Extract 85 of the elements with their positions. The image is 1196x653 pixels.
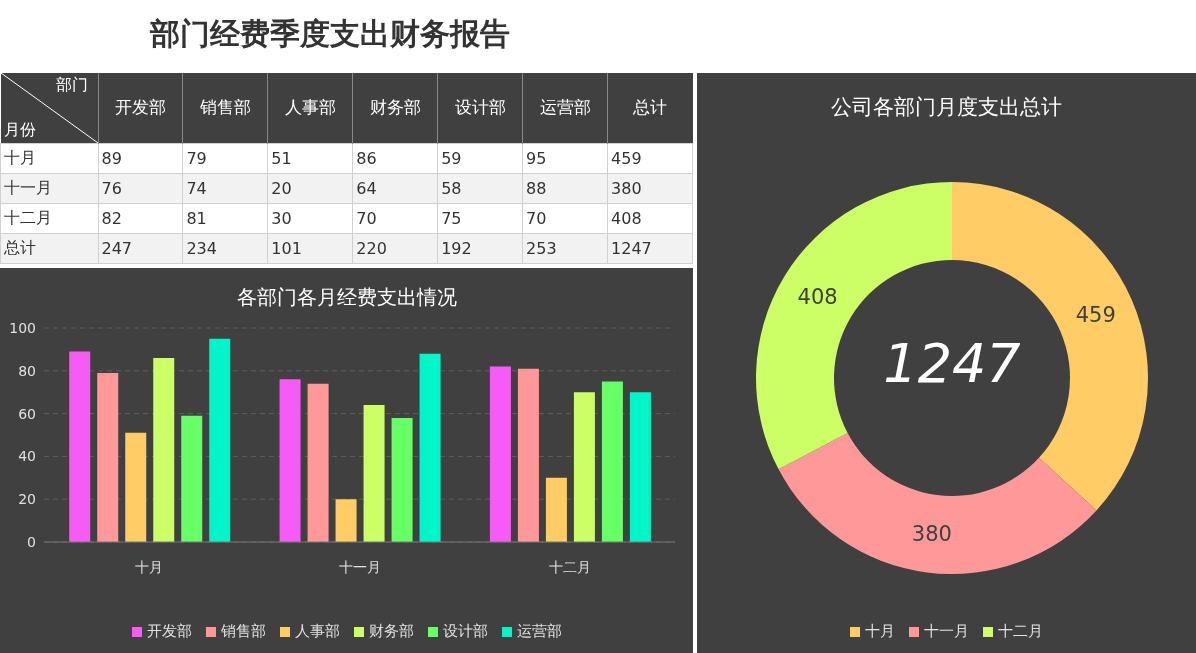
bar bbox=[153, 357, 175, 542]
text: 1247 bbox=[883, 331, 1021, 395]
data-label: 30 bbox=[267, 203, 353, 233]
legend-label: 设计部 bbox=[441, 622, 488, 641]
data-label: 70 bbox=[352, 203, 438, 233]
bar bbox=[97, 372, 119, 542]
data-label: 192 bbox=[437, 233, 523, 263]
legend-label: 人事部 bbox=[293, 622, 340, 641]
data-label: 88 bbox=[522, 173, 608, 203]
y-tick-label: 总计 bbox=[0, 233, 98, 263]
data-label: 101 bbox=[267, 233, 353, 263]
legend-label: 开发部 bbox=[145, 622, 192, 641]
data-label: 75 bbox=[437, 203, 523, 233]
data-label: 70 bbox=[522, 203, 608, 233]
data-label: 76 bbox=[98, 173, 183, 203]
data-label: 253 bbox=[522, 233, 608, 263]
x-axis-title: 部门 bbox=[55, 75, 88, 96]
legend-label: 十月 bbox=[864, 622, 895, 641]
bar bbox=[573, 392, 595, 542]
y-tick-label: 0 bbox=[27, 533, 36, 550]
y-tick-label: 40 bbox=[18, 448, 36, 465]
y-tick-label: 十月 bbox=[0, 143, 98, 173]
bar bbox=[181, 415, 203, 542]
data-label: 74 bbox=[182, 173, 268, 203]
bar bbox=[629, 392, 651, 542]
bar bbox=[69, 351, 91, 542]
bar bbox=[125, 432, 147, 542]
x-tick-label: 财务部 bbox=[352, 73, 438, 143]
data-label: 459 bbox=[607, 143, 693, 173]
legend-label: 财务部 bbox=[367, 622, 414, 641]
data-label: 81 bbox=[182, 203, 268, 233]
x-tick-label: 人事部 bbox=[267, 73, 353, 143]
chart-title: 各部门各月经费支出情况 bbox=[235, 284, 458, 311]
bar bbox=[391, 417, 413, 542]
bar bbox=[419, 353, 441, 542]
x-tick-label: 开发部 bbox=[98, 73, 183, 143]
data-label: 82 bbox=[98, 203, 183, 233]
data-label: 86 bbox=[352, 143, 438, 173]
data-label: 51 bbox=[267, 143, 353, 173]
y-tick-label: 80 bbox=[18, 362, 36, 379]
y-axis-title: 月份 bbox=[3, 119, 36, 141]
bar bbox=[307, 383, 329, 542]
data-label: 1247 bbox=[607, 233, 693, 263]
legend-label: 十二月 bbox=[997, 622, 1043, 641]
y-tick-label: 十一月 bbox=[0, 173, 98, 203]
data-label: 95 bbox=[522, 143, 608, 173]
x-tick-label: 十月 bbox=[135, 558, 164, 575]
data-label: 408 bbox=[607, 203, 693, 233]
bar bbox=[363, 405, 385, 542]
data-label: 408 bbox=[797, 284, 838, 309]
legend-label: 运营部 bbox=[515, 622, 562, 641]
y-tick-label: 十二月 bbox=[0, 203, 98, 233]
x-tick-label: 十一月 bbox=[338, 558, 381, 575]
data-label: 89 bbox=[98, 143, 183, 173]
legend-label: 十一月 bbox=[923, 622, 969, 641]
data-label: 234 bbox=[182, 233, 268, 263]
bar bbox=[545, 477, 567, 542]
x-tick-label: 运营部 bbox=[522, 73, 608, 143]
legend-label: 销售部 bbox=[219, 622, 266, 641]
bar bbox=[335, 499, 357, 542]
data-label: 59 bbox=[437, 143, 523, 173]
x-tick-label: 十二月 bbox=[548, 558, 591, 575]
data-label: 247 bbox=[98, 233, 183, 263]
data-label: 64 bbox=[352, 173, 438, 203]
chart-title: 公司各部门月度支出总计 bbox=[830, 94, 1063, 121]
bar bbox=[209, 338, 231, 542]
data-label: 20 bbox=[267, 173, 353, 203]
bar bbox=[279, 379, 301, 542]
x-tick-label: 销售部 bbox=[182, 73, 268, 143]
data-label: 220 bbox=[352, 233, 438, 263]
data-label: 459 bbox=[1075, 302, 1116, 327]
data-label: 58 bbox=[437, 173, 523, 203]
bar bbox=[601, 381, 623, 542]
y-tick-label: 60 bbox=[18, 405, 36, 422]
data-label: 79 bbox=[182, 143, 268, 173]
bar bbox=[489, 366, 511, 542]
y-tick-label: 20 bbox=[18, 491, 36, 508]
data-label: 380 bbox=[911, 521, 952, 546]
chart-title: 部门经费季度支出财务报告 bbox=[150, 15, 510, 53]
data-label: 380 bbox=[607, 173, 693, 203]
bar bbox=[517, 368, 539, 542]
y-tick-label: 100 bbox=[9, 319, 36, 336]
donut-slice bbox=[778, 433, 1097, 574]
x-tick-label: 总计 bbox=[607, 73, 693, 143]
x-tick-label: 设计部 bbox=[437, 73, 523, 143]
